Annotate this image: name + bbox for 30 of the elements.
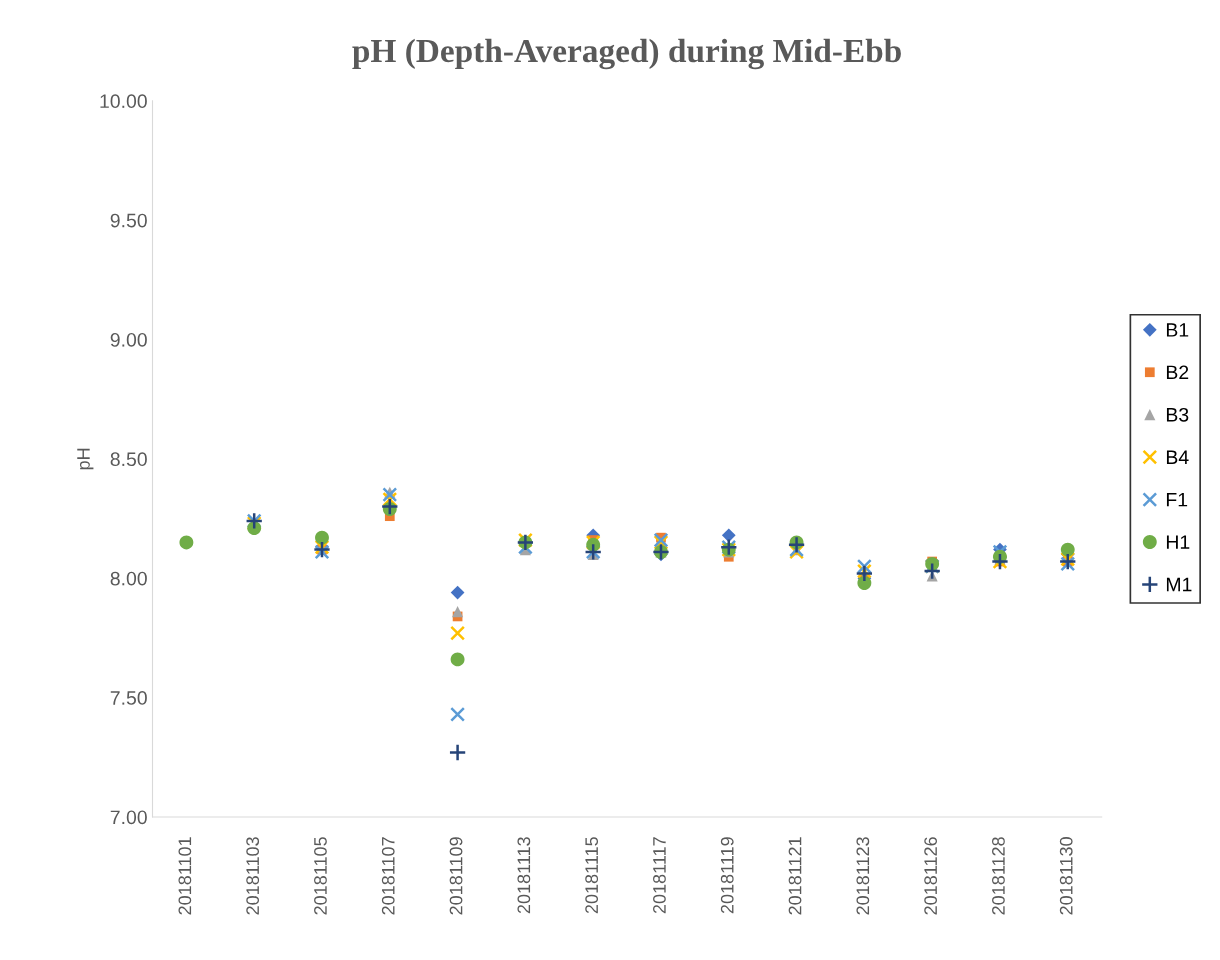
legend-label: B2 (1166, 365, 1189, 380)
y-tick-label: 9.00 (110, 332, 147, 347)
y-tick-label: 9.50 (110, 213, 147, 228)
y-axis-title: pH (77, 448, 94, 470)
y-tick-label: 7.00 (110, 810, 147, 825)
x-tick-label: 20181105 (314, 837, 327, 915)
x-tick-label: 20181126 (924, 837, 938, 915)
legend-label: B3 (1166, 407, 1189, 422)
legend-label: H1 (1166, 535, 1190, 549)
x-tick-label: 20181115 (585, 837, 599, 914)
x-tick-label: 20181119 (720, 837, 734, 914)
x-tick-label: 20181103 (246, 837, 260, 915)
legend-label: B4 (1166, 450, 1189, 464)
x-tick-label: 20181130 (1059, 837, 1073, 915)
chart-title: pH (Depth-Averaged) during Mid-Ebb (352, 38, 901, 70)
x-tick-label: 20181123 (856, 837, 870, 915)
x-tick-label: 20181121 (788, 837, 802, 915)
legend-label: F1 (1166, 492, 1188, 507)
y-tick-label: 8.50 (110, 452, 147, 467)
y-tick-label: 8.00 (110, 571, 147, 586)
y-tick-label: 10.00 (100, 94, 147, 109)
y-tick-label: 7.50 (110, 691, 147, 705)
legend-label: M1 (1166, 577, 1192, 592)
legend-label: B1 (1166, 323, 1189, 337)
x-tick-label: 20181113 (517, 837, 531, 914)
x-tick-label: 20181109 (449, 837, 463, 915)
x-tick-label: 20181117 (653, 837, 666, 914)
x-tick-label: 20181128 (992, 837, 1005, 915)
x-tick-label: 20181107 (381, 837, 395, 915)
x-tick-label: 20181101 (178, 837, 192, 915)
